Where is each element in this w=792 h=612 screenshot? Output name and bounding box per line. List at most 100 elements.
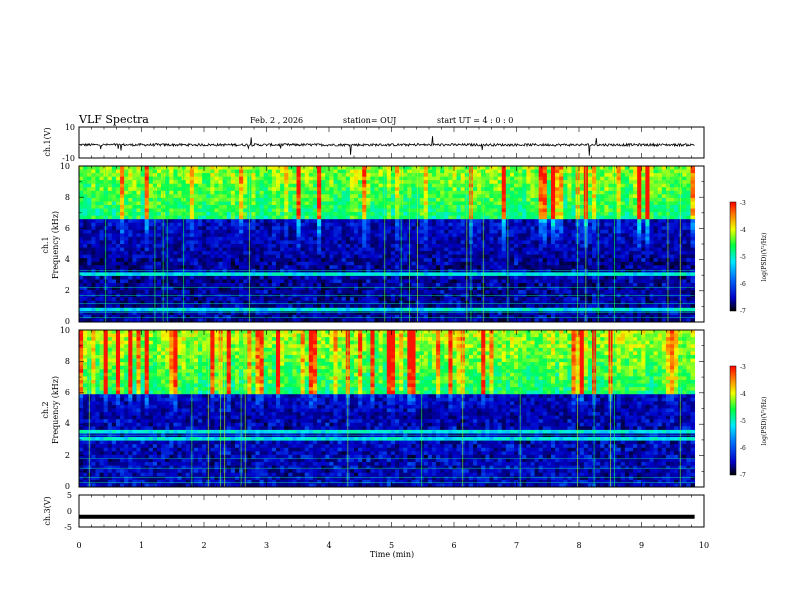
spectrogram-cell <box>542 244 548 248</box>
spectrogram-cell <box>600 251 605 256</box>
spectrogram-cell <box>173 201 178 206</box>
spectrogram-cell <box>427 194 433 199</box>
spectrogram-cell <box>600 272 605 277</box>
spectrogram-cell <box>587 240 593 245</box>
spectrogram-cell <box>218 166 224 170</box>
spectrogram-cell <box>546 219 552 224</box>
spectrogram-cell <box>341 279 347 284</box>
spectrogram-cell <box>284 176 289 181</box>
spectrogram-cell <box>312 272 318 277</box>
spectrogram-cell <box>657 244 663 248</box>
spectrogram-cell <box>263 244 269 248</box>
spectrogram-cell <box>214 169 219 174</box>
spectrogram-cell <box>136 208 141 213</box>
spectrogram-cell <box>530 194 535 199</box>
spectrogram-cell <box>509 233 515 238</box>
spectrogram-cell <box>148 219 154 224</box>
spectrogram-cell <box>686 222 691 227</box>
spectrogram-cell <box>107 251 113 256</box>
spectrogram-cell <box>333 176 338 181</box>
spectrogram-cell <box>645 233 650 238</box>
spectrogram-cell <box>206 229 211 234</box>
spectrogram-cell <box>477 183 482 188</box>
spectrogram-cell <box>641 201 646 206</box>
spectrogram-cell <box>120 187 125 192</box>
spectrogram-cell <box>452 254 457 259</box>
spectrogram-cell <box>198 258 203 263</box>
spectrogram-cell <box>641 240 646 245</box>
spectrogram-cell <box>456 240 462 245</box>
spectrogram-cell <box>144 240 150 245</box>
spectrogram-cell <box>440 272 445 277</box>
spectrogram-cell <box>390 169 396 174</box>
spectrogram-cell <box>509 212 515 217</box>
spectrogram-cell <box>682 190 687 195</box>
spectrogram-cell <box>296 205 302 209</box>
spectrogram-cell <box>542 247 548 252</box>
spectrogram-cell <box>222 279 228 284</box>
spectrogram-cell <box>308 187 314 192</box>
spectrogram-cell <box>411 215 416 220</box>
spectrogram-cell <box>604 258 609 263</box>
spectrogram-cell <box>649 251 654 256</box>
spectrogram-cell <box>206 261 211 266</box>
spectrogram-cell <box>115 226 121 231</box>
spectrogram-cell <box>514 254 519 259</box>
spectrogram-cell <box>218 201 224 206</box>
spectrogram-cell <box>386 194 392 199</box>
spectrogram-cell <box>107 240 113 245</box>
spectrogram-cell <box>419 236 425 241</box>
spectrogram-cell <box>538 212 544 217</box>
spectrogram-cell <box>148 251 154 256</box>
spectrogram-cell <box>312 247 318 252</box>
spectrogram-cell <box>616 190 622 195</box>
spectrogram-cell <box>546 229 552 234</box>
spectrogram-cell <box>173 176 178 181</box>
spectrogram-cell <box>243 275 248 280</box>
spectrogram-cell <box>620 272 626 277</box>
spectrogram-cell <box>419 173 425 178</box>
spectrogram-cell <box>579 254 585 259</box>
spectrogram-cell <box>690 208 696 213</box>
spectrogram-cell <box>546 244 552 248</box>
spectrogram-cell <box>288 251 293 256</box>
spectrogram-cell <box>337 261 343 266</box>
spectrogram-cell <box>624 222 630 227</box>
spectrogram-cell <box>390 219 396 224</box>
spectrogram-cell <box>370 226 375 231</box>
spectrogram-cell <box>444 240 449 245</box>
spectrogram-cell <box>530 272 535 277</box>
spectrogram-cell <box>107 194 113 199</box>
spectrogram-cell <box>641 247 646 252</box>
spectrogram-cell <box>624 275 630 280</box>
spectrogram-cell <box>198 226 203 231</box>
spectrogram-cell <box>555 180 560 185</box>
spectrogram-cell <box>390 279 396 284</box>
spectrogram-cell <box>559 205 564 209</box>
ch1-waveform-panel: 10 -10 ch.1(V) <box>43 123 705 163</box>
spectrogram-cell <box>239 176 244 181</box>
spectrogram-cell <box>567 219 572 224</box>
spectrogram-cell <box>206 236 211 241</box>
spectrogram-cell <box>682 197 687 202</box>
spectrogram-cell <box>563 180 568 185</box>
spectrogram-cell <box>411 265 416 270</box>
spectrogram-cell <box>624 236 630 241</box>
spectrogram-cell <box>226 194 232 199</box>
spectrogram-cell <box>95 261 100 266</box>
spectrogram-cell <box>374 180 379 185</box>
spectrogram-cell <box>592 197 597 202</box>
spectrogram-cell <box>518 180 523 185</box>
spectrogram-cell <box>218 205 224 209</box>
spectrogram-cell <box>189 240 195 245</box>
spectrogram-cell <box>198 275 203 280</box>
spectrogram-cell <box>140 229 146 234</box>
spectrogram-cell <box>477 176 482 181</box>
spectrogram-cell <box>690 176 696 181</box>
spectrogram-cell <box>124 215 129 220</box>
spectrogram-cell <box>427 197 433 202</box>
spectrogram-cell <box>538 275 544 280</box>
spectrogram-cell <box>534 240 540 245</box>
spectrogram-cell <box>124 190 129 195</box>
spectrogram-cell <box>321 183 326 188</box>
